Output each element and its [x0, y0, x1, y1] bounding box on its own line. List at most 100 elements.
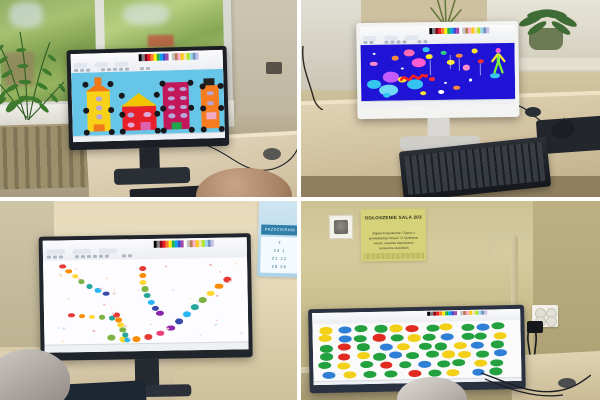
grid-dot [494, 349, 507, 356]
tool-group-clipboard[interactable] [47, 248, 65, 254]
speckle-dot [67, 298, 69, 300]
tool-group-clipboard[interactable] [74, 61, 92, 67]
art-blob [383, 93, 391, 98]
caterpillar-segment [86, 284, 93, 289]
color-swatch[interactable] [195, 53, 198, 60]
tool-group-shapes[interactable] [75, 248, 111, 254]
calendar-header: PAŹDZIERNIK [261, 225, 297, 236]
speckle-dot [214, 324, 216, 326]
caterpillar-segment [175, 318, 183, 324]
monitor-screen[interactable] [43, 237, 249, 353]
caterpillar-segment [144, 293, 151, 298]
speckle-dot [165, 266, 167, 268]
tool-group-shapes[interactable] [101, 60, 131, 66]
caterpillar-segment [108, 335, 116, 341]
monitor-screen[interactable] [71, 50, 225, 142]
drawing-canvas[interactable] [360, 43, 515, 103]
color-swatch[interactable] [484, 311, 487, 315]
grid-dot [418, 343, 431, 350]
art-blob [425, 54, 433, 59]
speckle-dot [74, 268, 76, 270]
speckle-dot [138, 290, 140, 292]
window-dot [96, 114, 103, 119]
grid-dot [380, 361, 393, 368]
grid-dot [458, 351, 471, 358]
monitor-bottom-left[interactable] [39, 233, 254, 397]
photo-collage: PAŹDZIERNIK 7 14 1 21 22 28 29 [0, 0, 600, 400]
grid-dot [441, 333, 454, 340]
grid-dot [339, 335, 352, 342]
calendar-row: 21 22 [262, 255, 296, 263]
art-blob [438, 90, 444, 94]
collage-panel-bottom-left: PAŹDZIERNIK 7 14 1 21 22 28 29 [0, 201, 297, 400]
color-swatch[interactable] [487, 27, 490, 33]
tool-group-shapes[interactable] [384, 33, 408, 38]
wall-outlet [266, 62, 282, 74]
calendar-row: 7 [263, 239, 297, 247]
building-yellow-door [94, 125, 105, 132]
art-dot [444, 81, 447, 83]
poster-body: Zajęcia komputerowe • Zapisy u prowadząc… [366, 231, 421, 252]
keyboard-keys[interactable] [404, 142, 545, 195]
grid-dot [373, 353, 386, 360]
monitor-screen[interactable] [360, 25, 515, 107]
tool-group-size[interactable] [122, 247, 134, 252]
caterpillar-segment [156, 311, 163, 316]
speckle-dot [197, 301, 199, 303]
window-dot [168, 105, 175, 110]
speckle-dot [209, 264, 211, 266]
art-blob [462, 65, 470, 70]
paint-app-window[interactable] [71, 50, 225, 142]
grid-dot [318, 335, 331, 342]
drawing-canvas[interactable] [71, 69, 225, 137]
wall-picture-frame [329, 215, 353, 239]
art-blob [471, 49, 477, 54]
grid-dot [323, 372, 336, 379]
caterpillar-segment [66, 269, 73, 274]
monitor-top-left[interactable] [66, 46, 229, 160]
caterpillar-segment [132, 336, 140, 342]
monitor-top-right[interactable] [356, 21, 520, 139]
grid-dot [389, 351, 402, 358]
paint-app-window[interactable] [360, 25, 515, 107]
art-dot [401, 67, 404, 69]
art-blob [441, 50, 447, 54]
color-palette[interactable] [430, 27, 490, 34]
color-swatch[interactable] [211, 240, 214, 247]
grid-dot [439, 323, 452, 330]
speckle-dot [189, 298, 191, 300]
color-palette[interactable] [154, 240, 214, 248]
collage-panel-top-left [0, 0, 297, 197]
speckle-dot [62, 328, 64, 330]
caterpillar-segment [118, 323, 125, 328]
drawing-canvas[interactable] [43, 257, 248, 346]
grid-dot [426, 351, 439, 358]
paint-app-window[interactable] [43, 237, 249, 353]
grid-dot [406, 325, 419, 332]
wall-right [222, 0, 297, 116]
caterpillar-segment [139, 280, 146, 285]
caterpillar-segment [122, 333, 129, 338]
pipe-bend [487, 231, 528, 254]
grid-dot [475, 360, 488, 367]
speckle-dot [216, 319, 218, 321]
sky-patch [123, 3, 169, 26]
tool-group-shapes[interactable] [339, 317, 363, 320]
art-blob [370, 62, 378, 67]
fern-plant [0, 6, 70, 124]
grid-dot [408, 370, 421, 377]
caterpillar-segment [215, 283, 223, 289]
window-dot [180, 113, 187, 118]
tool-group-size[interactable] [417, 33, 429, 38]
caterpillar-segment [120, 328, 127, 333]
speckle-dot [100, 288, 102, 290]
grid-dot [428, 369, 441, 376]
window-dot [168, 96, 175, 101]
window-dot [96, 106, 103, 111]
tool-group-clipboard[interactable] [316, 318, 328, 321]
speckle-dot [124, 326, 126, 328]
grid-dot [461, 332, 474, 339]
grid-dot [319, 327, 332, 334]
grid-dot [320, 345, 333, 352]
tool-group-clipboard[interactable] [363, 34, 375, 39]
